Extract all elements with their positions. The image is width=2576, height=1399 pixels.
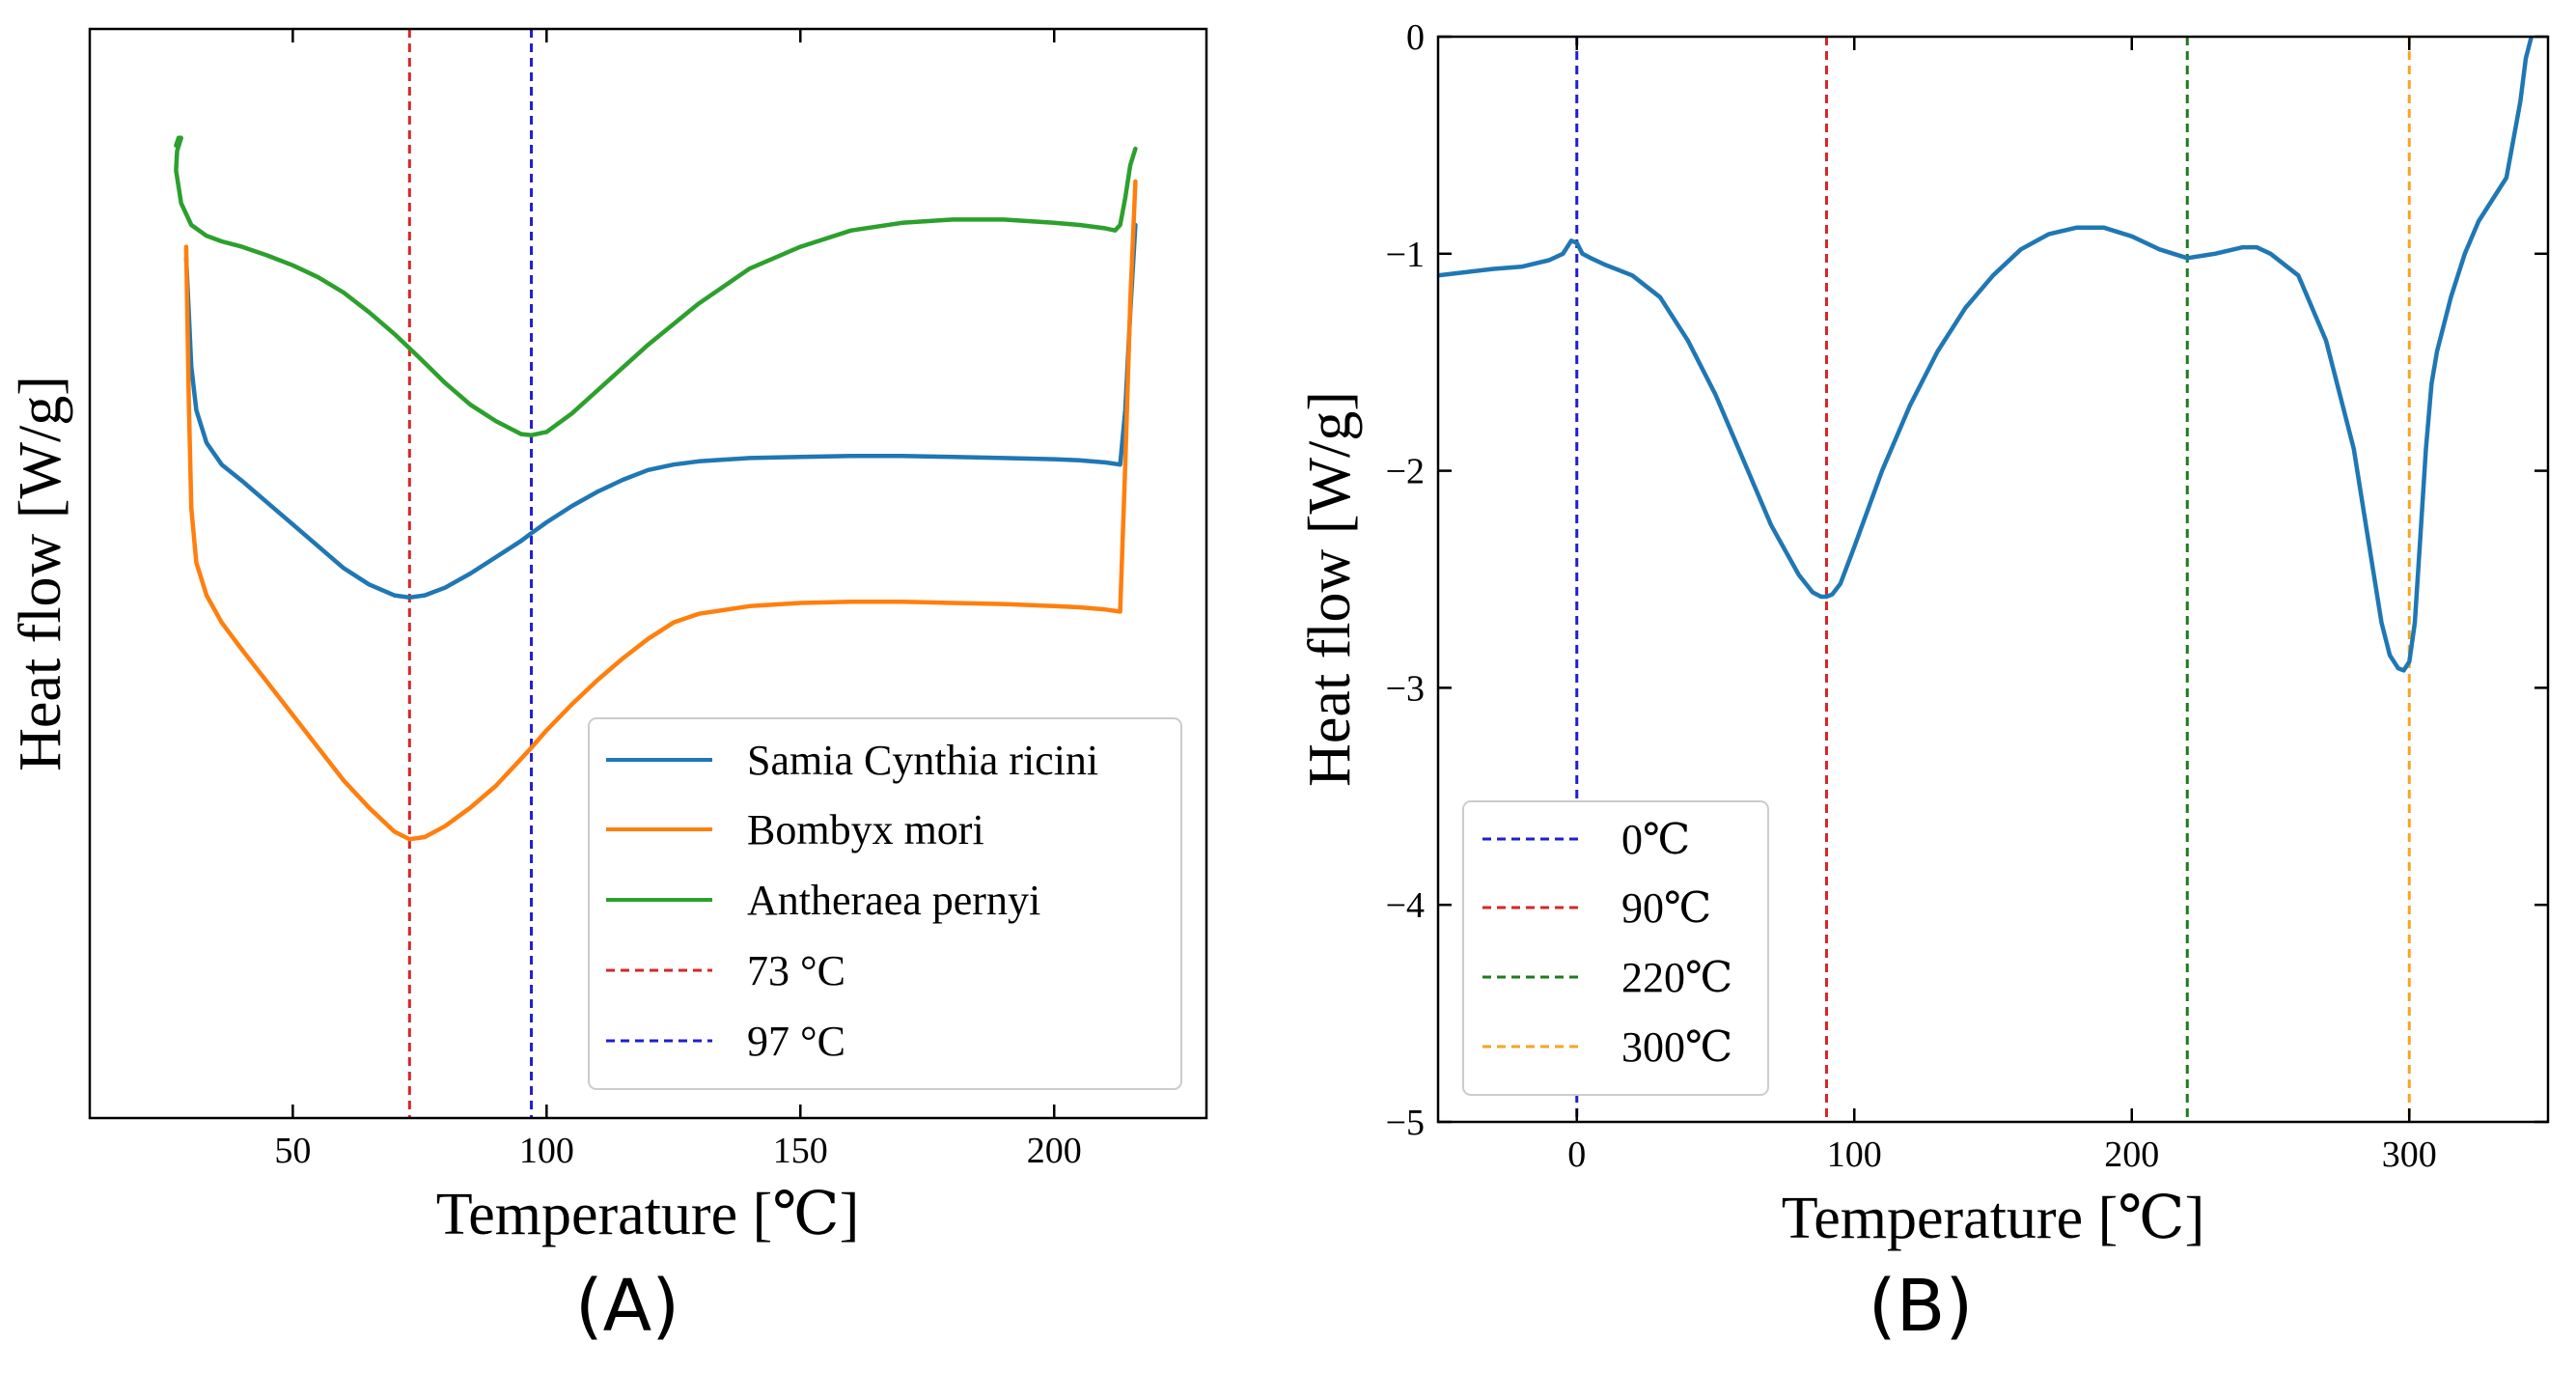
series-line-antheraea-pernyi: [174, 135, 1138, 437]
legend-item-antheraea: Antheraea pernyi: [606, 877, 1040, 924]
legend-label-220c: 220℃: [1621, 954, 1732, 1001]
legend-item-220c: 220℃: [1482, 954, 1732, 1001]
legend-label-73c: 73 °C: [747, 947, 845, 994]
legend-item-300c: 300℃: [1482, 1023, 1732, 1071]
legend-item-73c: 73 °C: [606, 947, 845, 994]
panel-b: 0 100 200 300 0 −1 −2 −3 −4 −5 Temperature [℃] He…: [1297, 17, 2550, 1348]
x-tick-label: 200: [1027, 1131, 1082, 1171]
y-tick-label: −3: [1386, 668, 1425, 709]
panel-a-ylabel: Heat flow [W/g]: [8, 376, 73, 771]
x-tick-label: 150: [773, 1131, 828, 1171]
y-tick-label: −4: [1386, 885, 1425, 926]
legend-item-samia: Samia Cynthia ricini: [606, 737, 1098, 784]
legend-label-samia: Samia Cynthia ricini: [747, 737, 1098, 784]
panel-b-legend: 0℃ 90℃ 220℃ 300℃: [1462, 800, 1769, 1096]
series-line-panel-b-0: [1438, 37, 2534, 673]
panel-a: 50 100 150 200 Temperature [℃] Heat flow [W…: [8, 27, 1208, 1348]
panel-b-legend-box: [1462, 800, 1769, 1096]
panel-a-legend: Samia Cynthia ricini Bombyx mori Anthera…: [588, 717, 1182, 1090]
panel-a-x-ticks: 50 100 150 200: [274, 29, 1082, 1171]
legend-item-bombyx: Bombyx mori: [606, 806, 984, 853]
panel-a-axes-frame: [88, 27, 1208, 1120]
x-tick-label: 100: [519, 1131, 574, 1171]
panel-b-ticks: 0 100 200 300 0 −1 −2 −3 −4 −5: [1386, 17, 2548, 1175]
panel-b-axes-frame: [1436, 35, 2550, 1124]
legend-label-bombyx: Bombyx mori: [747, 806, 984, 853]
legend-label-300c: 300℃: [1621, 1023, 1732, 1071]
series-line-bombyx-mori: [183, 179, 1138, 842]
y-tick-label: −1: [1386, 235, 1425, 275]
x-tick-label: 0: [1567, 1134, 1586, 1175]
legend-label-97c: 97 °C: [747, 1018, 845, 1065]
legend-item-97c: 97 °C: [606, 1018, 845, 1065]
panel-a-reference-lines: [407, 29, 534, 1118]
y-tick-label: −2: [1386, 452, 1425, 492]
y-tick-label: 0: [1406, 17, 1425, 58]
legend-item-0c: 0℃: [1482, 816, 1690, 863]
panel-b-label: (B): [1869, 1265, 1974, 1348]
series-line-samia-cynthia-ricini: [183, 222, 1138, 601]
panel-a-series: [174, 135, 1138, 842]
legend-item-90c: 90℃: [1482, 884, 1711, 932]
panel-a-xlabel: Temperature [℃]: [436, 1182, 860, 1247]
x-tick-label: 300: [2382, 1134, 2437, 1175]
panel-b-series: [1438, 37, 2534, 673]
legend-label-0c: 0℃: [1621, 816, 1690, 863]
y-tick-label: −5: [1386, 1103, 1425, 1143]
panel-a-legend-box: [588, 717, 1182, 1090]
panel-b-xlabel: Temperature [℃]: [1782, 1186, 2205, 1251]
x-tick-label: 100: [1827, 1134, 1882, 1175]
legend-label-antheraea: Antheraea pernyi: [747, 877, 1040, 924]
x-tick-label: 50: [274, 1131, 311, 1171]
panel-b-ylabel: Heat flow [W/g]: [1297, 391, 1363, 787]
x-tick-label: 200: [2104, 1134, 2159, 1175]
legend-label-90c: 90℃: [1621, 884, 1711, 932]
panel-a-label: (A): [575, 1265, 679, 1348]
